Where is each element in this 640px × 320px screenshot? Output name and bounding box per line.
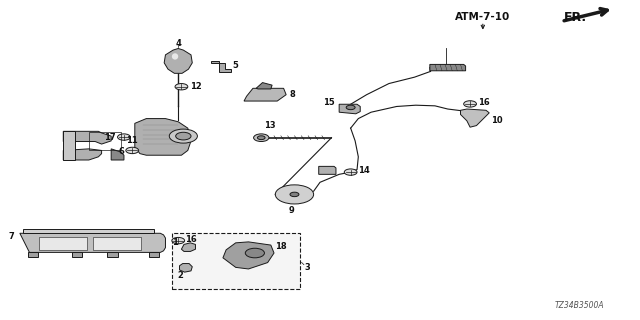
Circle shape [257, 136, 265, 140]
Polygon shape [108, 252, 118, 257]
Text: 17: 17 [104, 132, 116, 141]
Text: 5: 5 [232, 60, 238, 69]
Polygon shape [211, 61, 230, 72]
Text: 12: 12 [189, 82, 202, 91]
Polygon shape [111, 149, 124, 160]
Polygon shape [63, 131, 111, 144]
Polygon shape [63, 131, 75, 160]
Polygon shape [181, 243, 195, 252]
Text: 10: 10 [491, 116, 503, 125]
Text: TZ34B3500A: TZ34B3500A [554, 301, 604, 310]
Text: 13: 13 [264, 121, 276, 130]
Polygon shape [20, 233, 166, 252]
Text: 15: 15 [323, 98, 335, 107]
Text: 4: 4 [175, 39, 181, 48]
Text: 2: 2 [178, 271, 184, 280]
Polygon shape [135, 119, 191, 155]
Circle shape [175, 132, 191, 140]
Circle shape [285, 190, 303, 199]
Polygon shape [63, 149, 102, 160]
Bar [89, 132, 121, 150]
Circle shape [280, 188, 308, 201]
Text: 11: 11 [126, 136, 138, 145]
Bar [172, 233, 300, 289]
Polygon shape [244, 88, 286, 101]
Circle shape [253, 134, 269, 141]
Bar [39, 237, 87, 250]
Circle shape [172, 237, 184, 244]
Text: 16: 16 [478, 98, 490, 107]
Text: 1: 1 [172, 238, 177, 247]
Circle shape [175, 84, 188, 90]
Text: 6: 6 [118, 147, 124, 156]
Polygon shape [339, 104, 360, 114]
Polygon shape [461, 109, 489, 127]
Circle shape [464, 101, 476, 107]
Polygon shape [256, 83, 272, 89]
Polygon shape [72, 252, 83, 257]
Polygon shape [23, 229, 154, 233]
Text: 16: 16 [184, 235, 196, 244]
Polygon shape [319, 166, 336, 174]
Text: 9: 9 [289, 206, 294, 215]
Polygon shape [164, 49, 192, 73]
Text: 14: 14 [358, 166, 370, 175]
Circle shape [290, 192, 299, 197]
Polygon shape [179, 264, 192, 272]
Circle shape [344, 169, 357, 175]
Circle shape [170, 129, 197, 143]
Circle shape [126, 147, 139, 154]
Polygon shape [149, 252, 159, 257]
Text: 18: 18 [275, 242, 287, 251]
Text: FR.: FR. [564, 11, 587, 24]
Circle shape [346, 105, 355, 110]
Circle shape [118, 134, 131, 140]
Text: 8: 8 [290, 90, 296, 99]
Text: ATM-7-10: ATM-7-10 [455, 12, 511, 22]
Polygon shape [223, 242, 274, 269]
Text: 3: 3 [304, 263, 310, 272]
Polygon shape [430, 64, 466, 71]
Circle shape [275, 185, 314, 204]
Circle shape [245, 248, 264, 258]
Bar [93, 237, 141, 250]
Text: 7: 7 [9, 232, 15, 241]
Ellipse shape [172, 53, 178, 60]
Polygon shape [28, 252, 38, 257]
